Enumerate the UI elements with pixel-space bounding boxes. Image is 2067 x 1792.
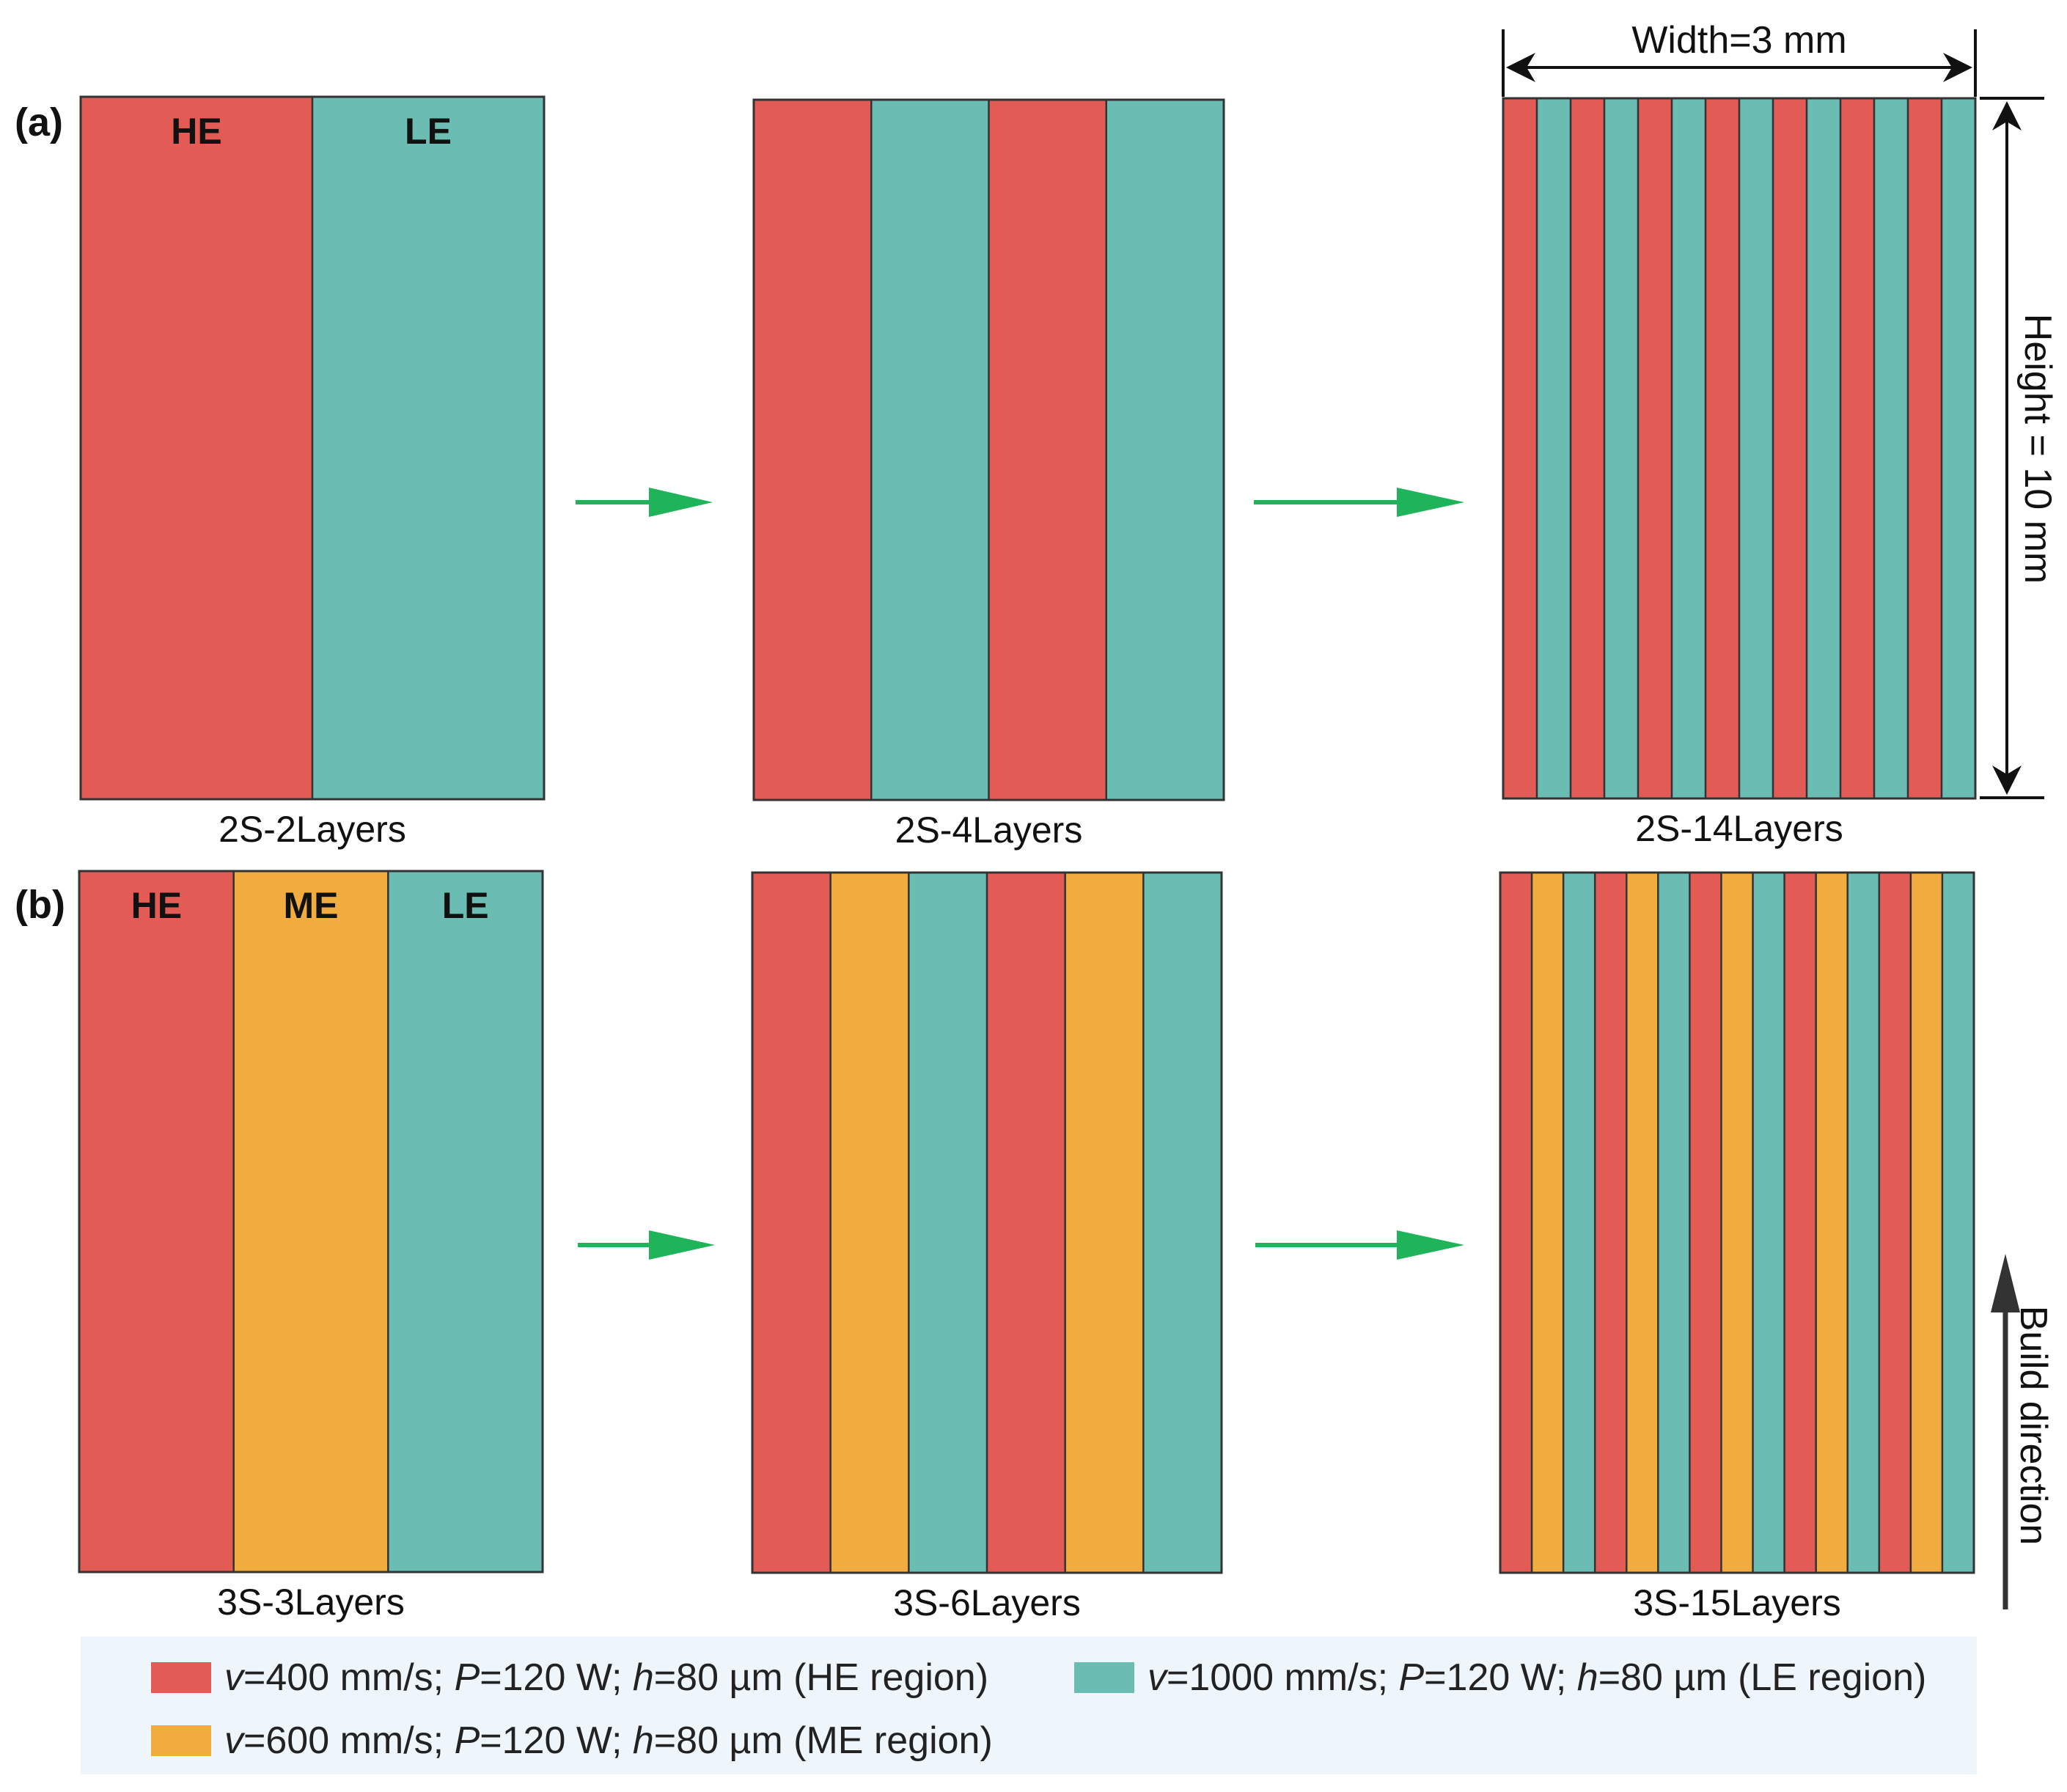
stripe-he (1840, 98, 1875, 798)
stripe-le (871, 100, 990, 800)
stripe-le (1847, 873, 1880, 1573)
stripe-me (1626, 873, 1659, 1573)
stripe-he (79, 871, 235, 1572)
stripe-le (1807, 98, 1841, 798)
stripe-le (1658, 873, 1690, 1573)
block-caption: 2S-2Layers (219, 809, 406, 850)
layer-block-a-2: 2S-4Layers (752, 98, 1225, 851)
stripe-me (1910, 873, 1943, 1573)
block-caption: 3S-3Layers (217, 1582, 405, 1623)
width-dimension: Width=3 mm (1502, 19, 1977, 97)
layer-block-b-1: HE ME LE 3S-3Layers (78, 870, 544, 1623)
stripe-le (1752, 873, 1785, 1573)
stripe-he (1908, 98, 1942, 798)
stripe-he (752, 873, 831, 1573)
stripe-me (1815, 873, 1848, 1573)
stripe-le (1106, 100, 1225, 800)
stripe-he (1503, 98, 1538, 798)
stripe-he (1879, 873, 1912, 1573)
legend-text-he: v=400 mm/s; P=120 W; h=80 µm (HE region) (224, 1656, 989, 1699)
layer-blocks: HE LE 2S-2Layers 2S-4Layers 2S-14Layers HE ME L… (78, 95, 1977, 1623)
block-border (1502, 97, 1977, 800)
stripe-le (1672, 98, 1706, 798)
block-caption: 2S-4Layers (895, 809, 1083, 851)
legend-item-me: v=600 mm/s; P=120 W; h=80 µm (ME region) (151, 1719, 993, 1763)
block-border (1499, 871, 1975, 1574)
stripe-he (1784, 873, 1817, 1573)
stripe-he (1689, 873, 1722, 1573)
legend-item-he: v=400 mm/s; P=120 W; h=80 µm (HE region) (151, 1656, 988, 1700)
progression-arrow-a2 (1254, 488, 1464, 517)
stripe-le (1942, 98, 1976, 798)
layer-block-a-1: HE LE 2S-2Layers (79, 95, 546, 850)
region-label-le: LE (442, 885, 489, 926)
legend: v=400 mm/s; P=120 W; h=80 µm (HE region)… (81, 1637, 1977, 1774)
block-border (751, 871, 1223, 1574)
stripe-he (1571, 98, 1605, 798)
block-border (78, 870, 544, 1573)
build-direction-label: Build direction (2012, 1306, 2055, 1546)
legend-text-le: v=1000 mm/s; P=120 W; h=80 µm (LE region… (1148, 1656, 1927, 1699)
progression-arrow-b2 (1255, 1230, 1464, 1260)
stripe-he (1595, 873, 1627, 1573)
stripe-he (1706, 98, 1740, 798)
stripe-me (233, 871, 389, 1572)
block-caption: 3S-15Layers (1633, 1582, 1841, 1623)
progression-arrow-b1 (578, 1230, 715, 1260)
stripe-me (830, 873, 909, 1573)
panel-b-label: (b) (15, 883, 65, 927)
legend-item-le: v=1000 mm/s; P=120 W; h=80 µm (LE region… (1074, 1656, 1926, 1700)
layer-block-b-3: 3S-15Layers (1499, 871, 1975, 1623)
stripe-le (1874, 98, 1909, 798)
stripe-le (908, 873, 988, 1573)
block-border (79, 95, 546, 801)
stripe-le (1604, 98, 1639, 798)
stripe-le (1563, 873, 1596, 1573)
block-caption: 3S-6Layers (893, 1582, 1081, 1623)
stripe-he (988, 100, 1107, 800)
height-dimension: Height = 10 mm (1980, 97, 2059, 799)
legend-swatch-he (151, 1662, 211, 1693)
layer-block-a-3: 2S-14Layers (1502, 97, 1977, 849)
legend-swatch-le (1074, 1662, 1134, 1693)
stripe-me (1721, 873, 1754, 1573)
stripe-he (1500, 873, 1532, 1573)
layer-block-b-2: 3S-6Layers (751, 871, 1223, 1623)
legend-swatch-me (151, 1725, 211, 1756)
stripe-le (1537, 98, 1571, 798)
stripe-me (1065, 873, 1144, 1573)
region-label-he: HE (171, 111, 221, 152)
region-label-me: ME (284, 885, 339, 926)
stripe-le (1739, 98, 1774, 798)
stripe-he (987, 873, 1066, 1573)
build-direction-arrow-icon (1991, 1254, 2020, 1312)
progression-arrow-a1 (576, 488, 713, 517)
region-label-le: LE (405, 111, 452, 152)
legend-text-me: v=600 mm/s; P=120 W; h=80 µm (ME region) (224, 1719, 993, 1762)
stripe-le (312, 97, 545, 799)
region-label-he: HE (131, 885, 182, 926)
block-border (752, 98, 1225, 801)
stripe-he (1773, 98, 1807, 798)
stripe-he (1638, 98, 1673, 798)
stripe-me (1532, 873, 1564, 1573)
stripe-le (388, 871, 543, 1572)
width-label: Width=3 mm (1631, 19, 1846, 62)
stripe-he (754, 100, 872, 800)
stripe-le (1942, 873, 1975, 1573)
build-direction-indicator: Build direction (1991, 1254, 2055, 1609)
panel-a-label: (a) (15, 100, 63, 144)
stripe-le (1143, 873, 1222, 1573)
stripe-he (81, 97, 313, 799)
block-caption: 2S-14Layers (1635, 808, 1843, 849)
height-label: Height = 10 mm (2016, 314, 2059, 584)
